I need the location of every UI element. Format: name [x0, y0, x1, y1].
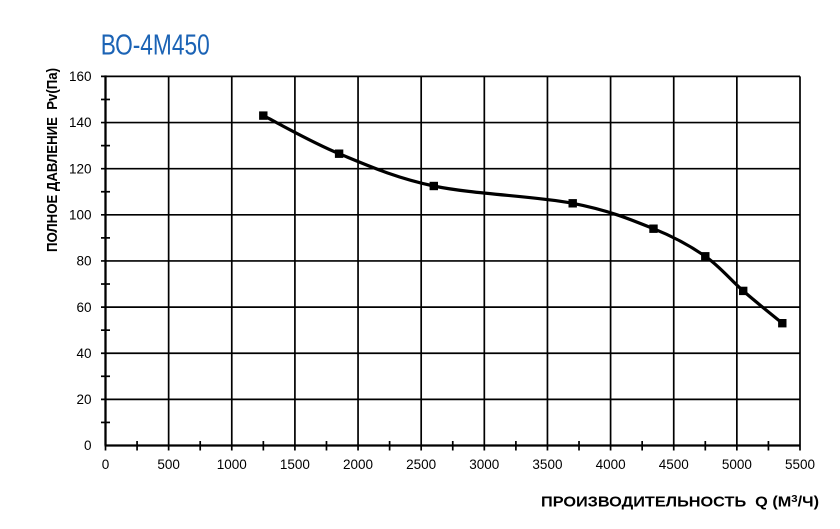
svg-text:40: 40 — [76, 346, 91, 361]
svg-text:0: 0 — [102, 457, 110, 472]
svg-text:100: 100 — [69, 208, 92, 223]
svg-text:160: 160 — [69, 69, 92, 84]
svg-text:20: 20 — [76, 392, 91, 407]
svg-text:4000: 4000 — [596, 457, 626, 472]
svg-text:80: 80 — [76, 254, 91, 269]
svg-text:ПРОИЗВОДИТЕЛЬНОСТЬ Q (М3/Ч): ПРОИЗВОДИТЕЛЬНОСТЬ Q (М 3/Ч) — [541, 493, 819, 511]
svg-text:3000: 3000 — [469, 457, 499, 472]
svg-text:140: 140 — [69, 115, 92, 130]
svg-text:1500: 1500 — [280, 457, 310, 472]
svg-text:2500: 2500 — [406, 457, 436, 472]
svg-text:60: 60 — [76, 300, 91, 315]
svg-text:5000: 5000 — [722, 457, 752, 472]
svg-text:120: 120 — [69, 161, 92, 176]
svg-text:1000: 1000 — [217, 457, 247, 472]
svg-text:3500: 3500 — [532, 457, 562, 472]
svg-text:ПОЛНОЕ ДАВЛЕНИЕ Pv(Па): ПОЛНОЕ ДАВЛЕНИЕ Pv(Па) — [45, 68, 61, 252]
svg-text:500: 500 — [157, 457, 180, 472]
svg-text:5500: 5500 — [785, 457, 815, 472]
svg-text:2000: 2000 — [343, 457, 373, 472]
svg-text:0: 0 — [84, 438, 92, 453]
svg-text:ВО-4М450: ВО-4М450 — [101, 29, 210, 61]
svg-text:4500: 4500 — [659, 457, 689, 472]
